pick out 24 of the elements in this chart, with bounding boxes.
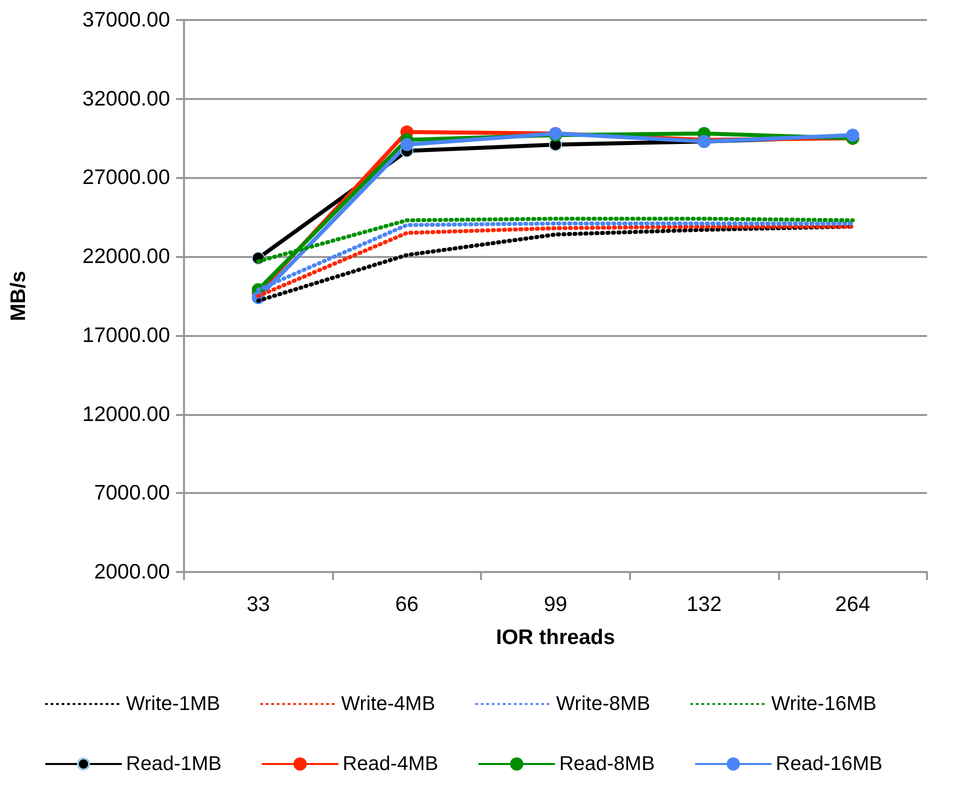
y-tick-label: 27000.00 [82,166,170,190]
y-tick-label: 17000.00 [82,324,170,347]
legend-label: Write-1MB [126,693,220,715]
x-tick-label: 132 [686,593,722,616]
y-tick-label: 12000.00 [82,402,170,426]
legend-label: Read-1MB [126,753,222,775]
y-axis-title: MB/s [7,270,30,322]
y-tick-label: 32000.00 [82,87,170,110]
y-tick-label: 7000.00 [94,482,170,505]
x-axis-title: IOR threads [496,626,616,649]
y-tick-label: 37000.00 [82,8,170,32]
legend-label: Read-4MB [342,753,438,775]
legend-label: Write-4MB [341,693,436,715]
x-tick-label: 66 [395,593,419,616]
y-tick-label: 2000.00 [94,560,170,584]
x-tick-label: 33 [246,593,270,616]
y-tick-label: 22000.00 [82,245,170,268]
legend-label: Read-8MB [559,753,655,775]
x-tick-label: 264 [835,593,871,616]
legend-label: Write-16MB [771,693,876,715]
legend-label: Write-8MB [556,693,650,715]
x-tick-label: 99 [544,593,568,616]
legend-label: Read-16MB [776,753,883,775]
point [400,138,414,152]
